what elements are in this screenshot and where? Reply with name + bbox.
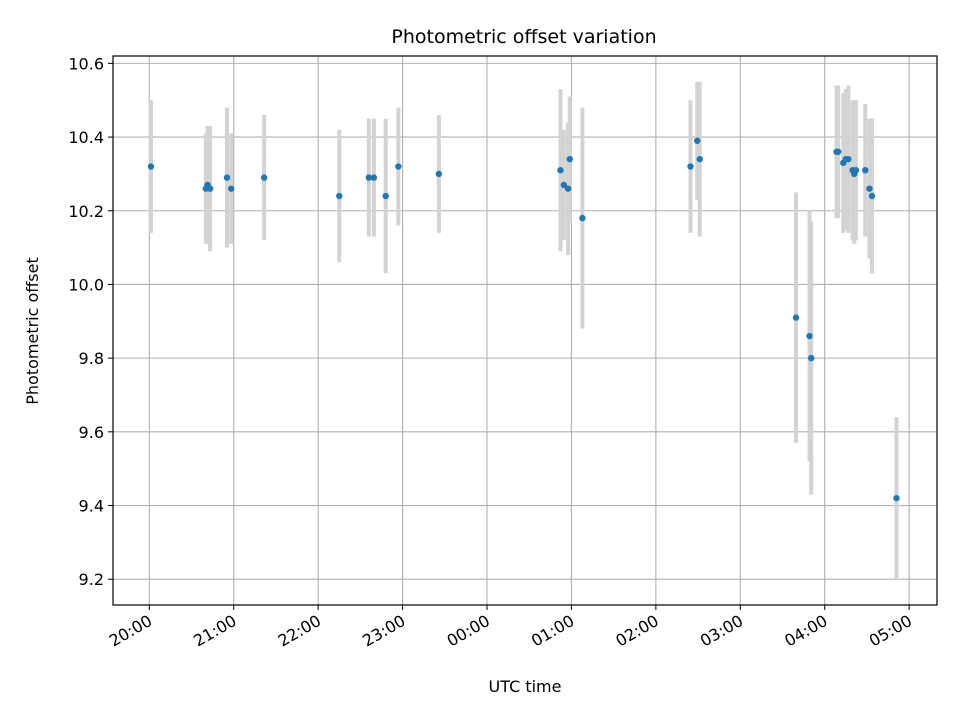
data-point: [395, 163, 402, 170]
y-tick-label: 10.4: [68, 128, 104, 147]
data-point: [579, 214, 586, 222]
data-point: [893, 494, 900, 502]
data-point: [835, 148, 842, 155]
y-axis-ticks: 9.2 9.4 9.6 9.8 10.0 10.2 10.4 10.6: [68, 54, 113, 589]
y-tick-label: 10.6: [68, 54, 104, 73]
data-point: [808, 354, 815, 362]
data-point: [696, 155, 703, 163]
data-point: [370, 174, 378, 181]
data-point: [147, 163, 155, 170]
chart-title: Photometric offset variation: [391, 26, 656, 48]
data-point: [557, 167, 564, 174]
data-point: [560, 181, 568, 189]
data-point: [435, 170, 443, 178]
data-point: [260, 174, 268, 181]
data-point: [792, 314, 800, 321]
data-point: [694, 137, 701, 144]
y-tick-label: 9.4: [79, 497, 104, 516]
data-point: [336, 192, 343, 200]
data-point: [227, 185, 235, 192]
data-point: [845, 155, 852, 163]
y-tick-label: 9.8: [79, 349, 104, 368]
y-axis-label: Photometric offset: [23, 257, 42, 405]
y-tick-label: 9.2: [79, 570, 104, 589]
data-point: [806, 332, 813, 340]
plot-frame: [112, 55, 938, 606]
data-point: [862, 167, 869, 174]
y-tick-label: 10.2: [68, 202, 104, 221]
data-point: [206, 185, 214, 192]
data-point: [566, 155, 573, 163]
data-points: [147, 137, 900, 502]
x-axis-label: UTC time: [489, 677, 562, 696]
data-point: [868, 192, 876, 200]
y-tick-label: 9.6: [79, 423, 104, 442]
grid-lines: [113, 56, 937, 605]
data-point: [382, 192, 389, 200]
data-point: [687, 163, 694, 170]
y-tick-label: 10.0: [68, 275, 104, 294]
data-point: [852, 167, 860, 174]
data-point: [223, 174, 231, 181]
data-point: [564, 185, 572, 192]
data-point: [866, 185, 873, 192]
data-point: [365, 174, 373, 181]
